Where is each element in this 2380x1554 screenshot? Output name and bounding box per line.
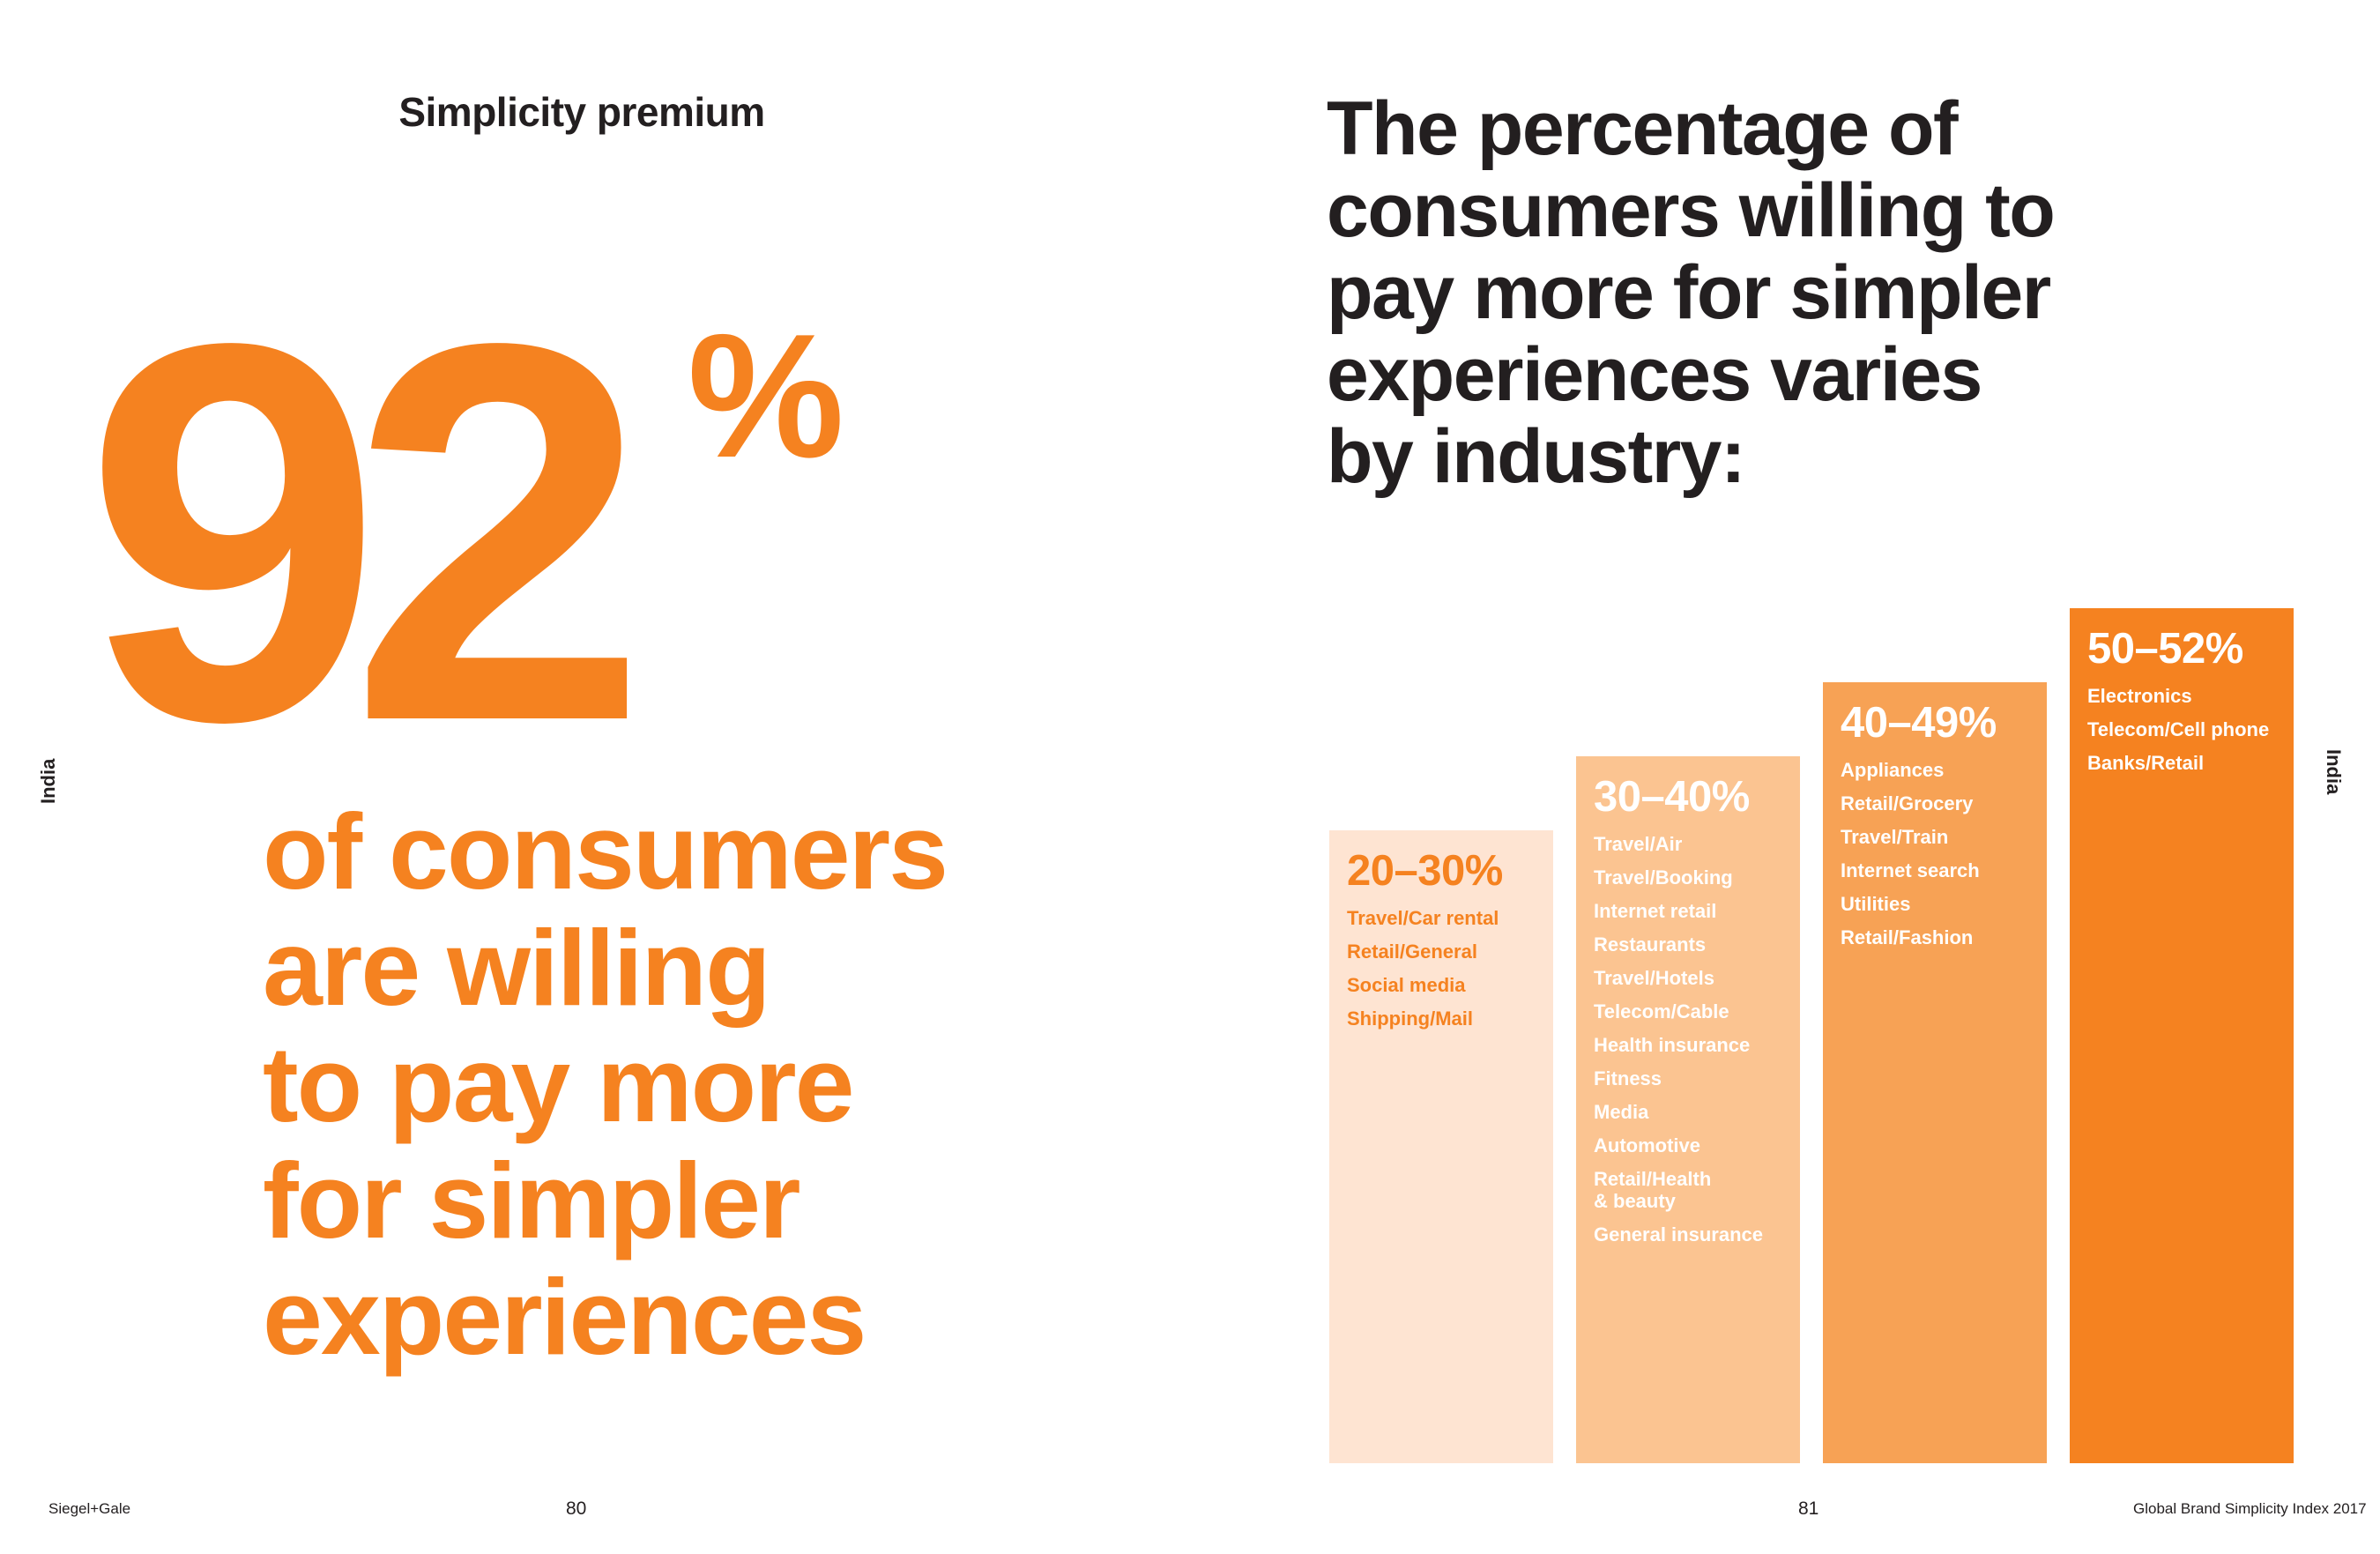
bar-range-label: 20–30% (1347, 847, 1503, 895)
bar-industry-item: Travel/Air (1594, 833, 1683, 855)
bar-industry-item: Travel/Train (1841, 826, 1949, 848)
bar-industry-item: Retail/Grocery (1841, 792, 1974, 814)
bar-industry-item: Internet search (1841, 859, 1980, 881)
footer-publication-title: Global Brand Simplicity Index 2017 (2133, 1500, 2367, 1517)
headline-line: experiences varies (1327, 332, 1982, 417)
bar-range-label: 30–40% (1594, 773, 1750, 821)
page-number-right: 81 (1798, 1498, 1819, 1519)
bar-industry-item: Travel/Booking (1594, 866, 1733, 889)
headline-line: by industry: (1327, 414, 1746, 499)
big-statistic-percent-sign: % (688, 298, 844, 494)
bar-industry-item: Social media (1347, 974, 1466, 996)
bar-industry-item: Travel/Car rental (1347, 907, 1499, 929)
bar-industry-item: Health insurance (1594, 1034, 1751, 1056)
bar-range-label: 40–49% (1841, 699, 1997, 747)
bar-industry-item: Media (1594, 1101, 1649, 1123)
bar-industry-item: Retail/Fashion (1841, 926, 1974, 948)
big-statistic-number: 92 (84, 233, 648, 833)
claim-line: are willing (263, 908, 771, 1028)
claim-line: of consumers (263, 792, 948, 911)
bar-industry-item: Utilities (1841, 893, 1911, 915)
chart-bar-2: 30–40% Travel/Air Travel/Booking Internet r… (1576, 756, 1800, 1463)
bar-industry-item: Electronics (2087, 685, 2192, 707)
bar-industry-item: Telecom/Cable (1594, 1000, 1729, 1022)
bar-industry-item: Restaurants (1594, 933, 1707, 955)
bar-industry-item: Appliances (1841, 759, 1945, 781)
bar-industry-item: Internet retail (1594, 900, 1717, 922)
bar-industry-item: Shipping/Mail (1347, 1007, 1473, 1030)
claim-line: to pay more (263, 1024, 855, 1144)
headline-line: pay more for simpler (1327, 250, 2051, 335)
bar-industry-item: Retail/General (1347, 941, 1477, 963)
chart-bar-3: 40–49% Appliances Retail/Grocery Travel/Tra… (1823, 682, 2047, 1463)
page-number-left: 80 (566, 1498, 587, 1519)
claim-line: for simpler (263, 1141, 801, 1260)
bar-industry-item: General insurance (1594, 1223, 1763, 1245)
bar-industry-item: Retail/Health & beauty (1594, 1168, 1712, 1212)
bar-industry-item: Automotive (1594, 1134, 1700, 1156)
chart-headline: The percentage of consumers willing to p… (1327, 88, 2164, 498)
claim-line: experiences (263, 1257, 866, 1377)
headline-line: consumers willing to (1327, 168, 2056, 253)
chart-bar-1: 20–30% Travel/Car rental Retail/General Soc… (1329, 830, 1553, 1463)
bar-industry-item: Travel/Hotels (1594, 967, 1714, 989)
bar-industry-item: Banks/Retail (2087, 752, 2205, 774)
bar-industry-item: Telecom/Cell phone (2087, 718, 2270, 740)
bar-range-label: 50–52% (2087, 625, 2243, 673)
section-title: Simplicity premium (398, 89, 765, 135)
bar-industry-item: Fitness (1594, 1067, 1662, 1089)
statistic-claim: of consumers are willing to pay more for… (263, 793, 1056, 1375)
headline-line: The percentage of (1327, 86, 1959, 171)
chart-bar-4: 50–52% Electronics Telecom/Cell phone Banks… (2070, 608, 2294, 1463)
side-label-right: India (2323, 749, 2345, 795)
side-label-left: India (37, 758, 59, 804)
footer-brand: Siegel+Gale (48, 1500, 131, 1517)
